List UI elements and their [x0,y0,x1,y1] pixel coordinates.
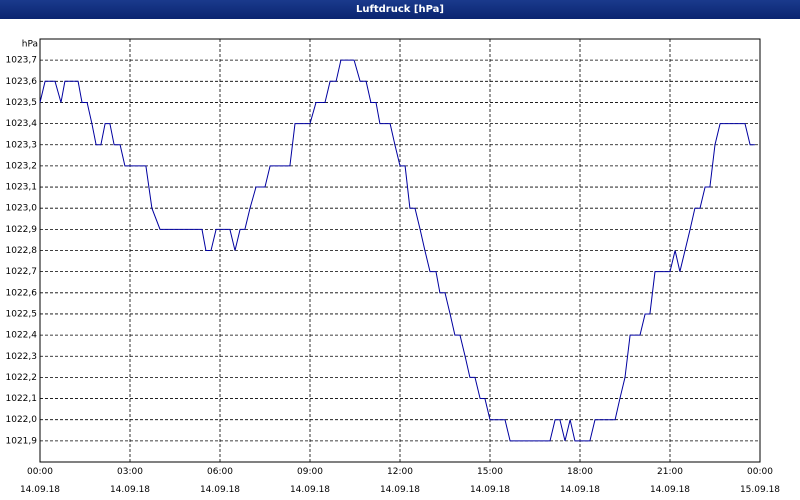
data-line [39,59,755,442]
x-tick-label: 00:00 15.09.18 [739,467,781,495]
y-tick-label: 1023,5 [6,98,38,108]
y-tick-label: 1023,3 [6,140,38,150]
x-tick-label: 06:00 14.09.18 [199,467,241,495]
x-tick-label: 15:00 14.09.18 [469,467,511,495]
y-tick-label: 1023,1 [6,183,38,193]
y-tick-label: 1022,5 [6,309,38,319]
x-tick-label: 12:00 14.09.18 [379,467,421,495]
y-tick-label: 1023,6 [6,77,38,87]
y-tick-label: 1022,7 [6,267,38,277]
x-tick-label: 09:00 14.09.18 [289,467,331,495]
y-tick-label: 1022,2 [6,373,38,383]
y-tick-label: 1022,8 [6,246,38,256]
y-tick-label: 1022,0 [6,415,38,425]
x-tick-label: 21:00 14.09.18 [649,467,691,495]
y-tick-label: 1023,2 [6,161,38,171]
y-tick-label: 1022,1 [6,394,38,404]
y-tick-label: 1023,4 [6,119,38,129]
y-tick-label: 1023,7 [6,56,38,66]
y-tick-label: 1022,3 [6,352,38,362]
y-unit: hPa [22,40,38,50]
x-tick-label: 03:00 14.09.18 [109,467,151,495]
y-tick-label: 1022,9 [6,225,38,235]
y-tick-label: 1021,9 [6,436,38,446]
y-tick-label: 1023,0 [6,204,38,214]
y-tick-label: 1022,6 [6,288,38,298]
x-tick-label: 00:00 14.09.18 [19,467,61,495]
plot-frame [39,38,761,463]
title-bar: Luftdruck [hPa] [0,0,800,19]
y-tick-label: 1022,4 [6,331,38,341]
x-tick-label: 18:00 14.09.18 [559,467,601,495]
